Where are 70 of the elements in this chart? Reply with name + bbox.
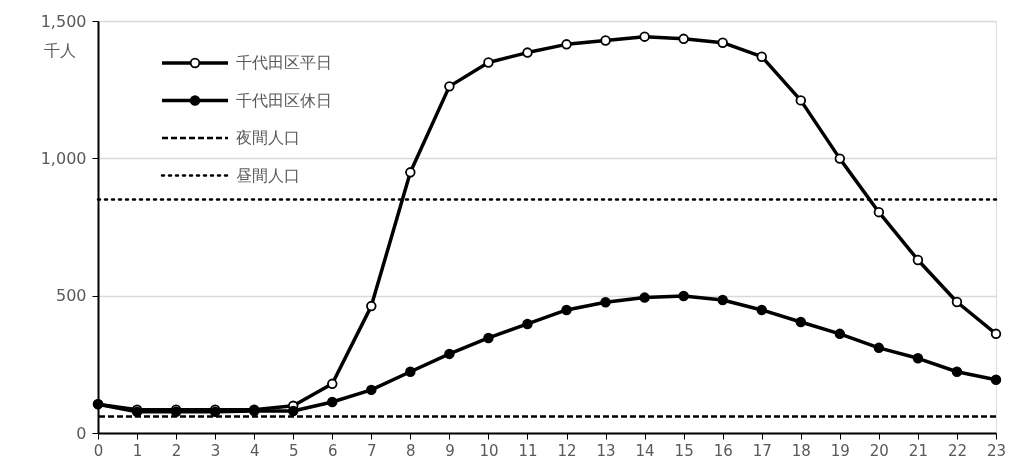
x-tick-label: 12: [557, 441, 577, 460]
y-tick-label: 0: [76, 423, 87, 443]
point: [639, 31, 650, 42]
legend-label: 昼間人口: [236, 165, 300, 185]
point: [912, 254, 924, 266]
x-tick-label: 19: [830, 441, 850, 460]
point: [834, 153, 846, 164]
legend-label: 千代田区休日: [236, 90, 332, 110]
point: [444, 348, 455, 360]
x-tick-label: 9: [445, 441, 455, 460]
x-tick-label: 3: [210, 441, 221, 460]
x-tick-label: 6: [327, 441, 338, 460]
point: [561, 304, 572, 316]
y-tick-label: 1,000: [40, 148, 87, 168]
point: [873, 206, 885, 218]
x-tick-label: 18: [791, 441, 811, 460]
y-axis-title: 千人: [44, 41, 76, 60]
point: [990, 328, 1002, 340]
point: [717, 294, 728, 306]
x-tick-label: 15: [674, 441, 694, 460]
point: [600, 35, 611, 46]
point: [287, 405, 299, 417]
point: [405, 366, 416, 377]
x-tick-label: 10: [479, 441, 499, 460]
point: [678, 33, 689, 45]
point: [795, 316, 807, 328]
point: [639, 292, 650, 303]
point: [756, 304, 767, 316]
point: [522, 318, 533, 330]
point: [834, 328, 846, 340]
y-tick-label: 1,500: [40, 11, 87, 31]
point: [951, 366, 963, 377]
point: [327, 396, 338, 408]
x-tick-label: 17: [752, 441, 772, 460]
point: [717, 37, 728, 48]
x-tick-label: 22: [947, 441, 967, 460]
x-tick-label: 23: [986, 441, 1007, 460]
x-tick-label: 1: [132, 441, 143, 460]
point: [795, 95, 807, 106]
point: [912, 353, 924, 364]
point: [561, 39, 572, 50]
point: [522, 47, 533, 58]
point: [483, 57, 494, 68]
x-tick-label: 21: [908, 441, 928, 460]
point: [483, 332, 494, 344]
x-tick-label: 16: [713, 441, 733, 460]
point: [366, 384, 377, 396]
point: [678, 290, 689, 302]
point: [951, 296, 963, 308]
point: [990, 374, 1002, 385]
x-tick-label: 4: [249, 441, 260, 460]
point: [327, 378, 338, 390]
legend-label: 千代田区平日: [236, 53, 332, 72]
x-tick-label: 2: [171, 441, 182, 460]
y-tick-label: 500: [55, 286, 87, 306]
point: [366, 300, 377, 312]
x-tick-label: 8: [406, 441, 416, 460]
point: [873, 342, 885, 354]
x-tick-label: 5: [288, 441, 299, 460]
x-tick-label: 7: [367, 441, 377, 460]
x-tick-label: 20: [869, 441, 889, 460]
x-tick-label: 13: [596, 441, 616, 460]
x-tick-label: 14: [635, 441, 655, 460]
point: [756, 51, 767, 62]
point: [405, 167, 416, 178]
x-tick-label: 0: [93, 441, 104, 460]
x-tick-label: 11: [518, 441, 538, 460]
point: [444, 81, 455, 92]
legend-label: 夜間人口: [236, 128, 300, 147]
point: [600, 297, 611, 308]
